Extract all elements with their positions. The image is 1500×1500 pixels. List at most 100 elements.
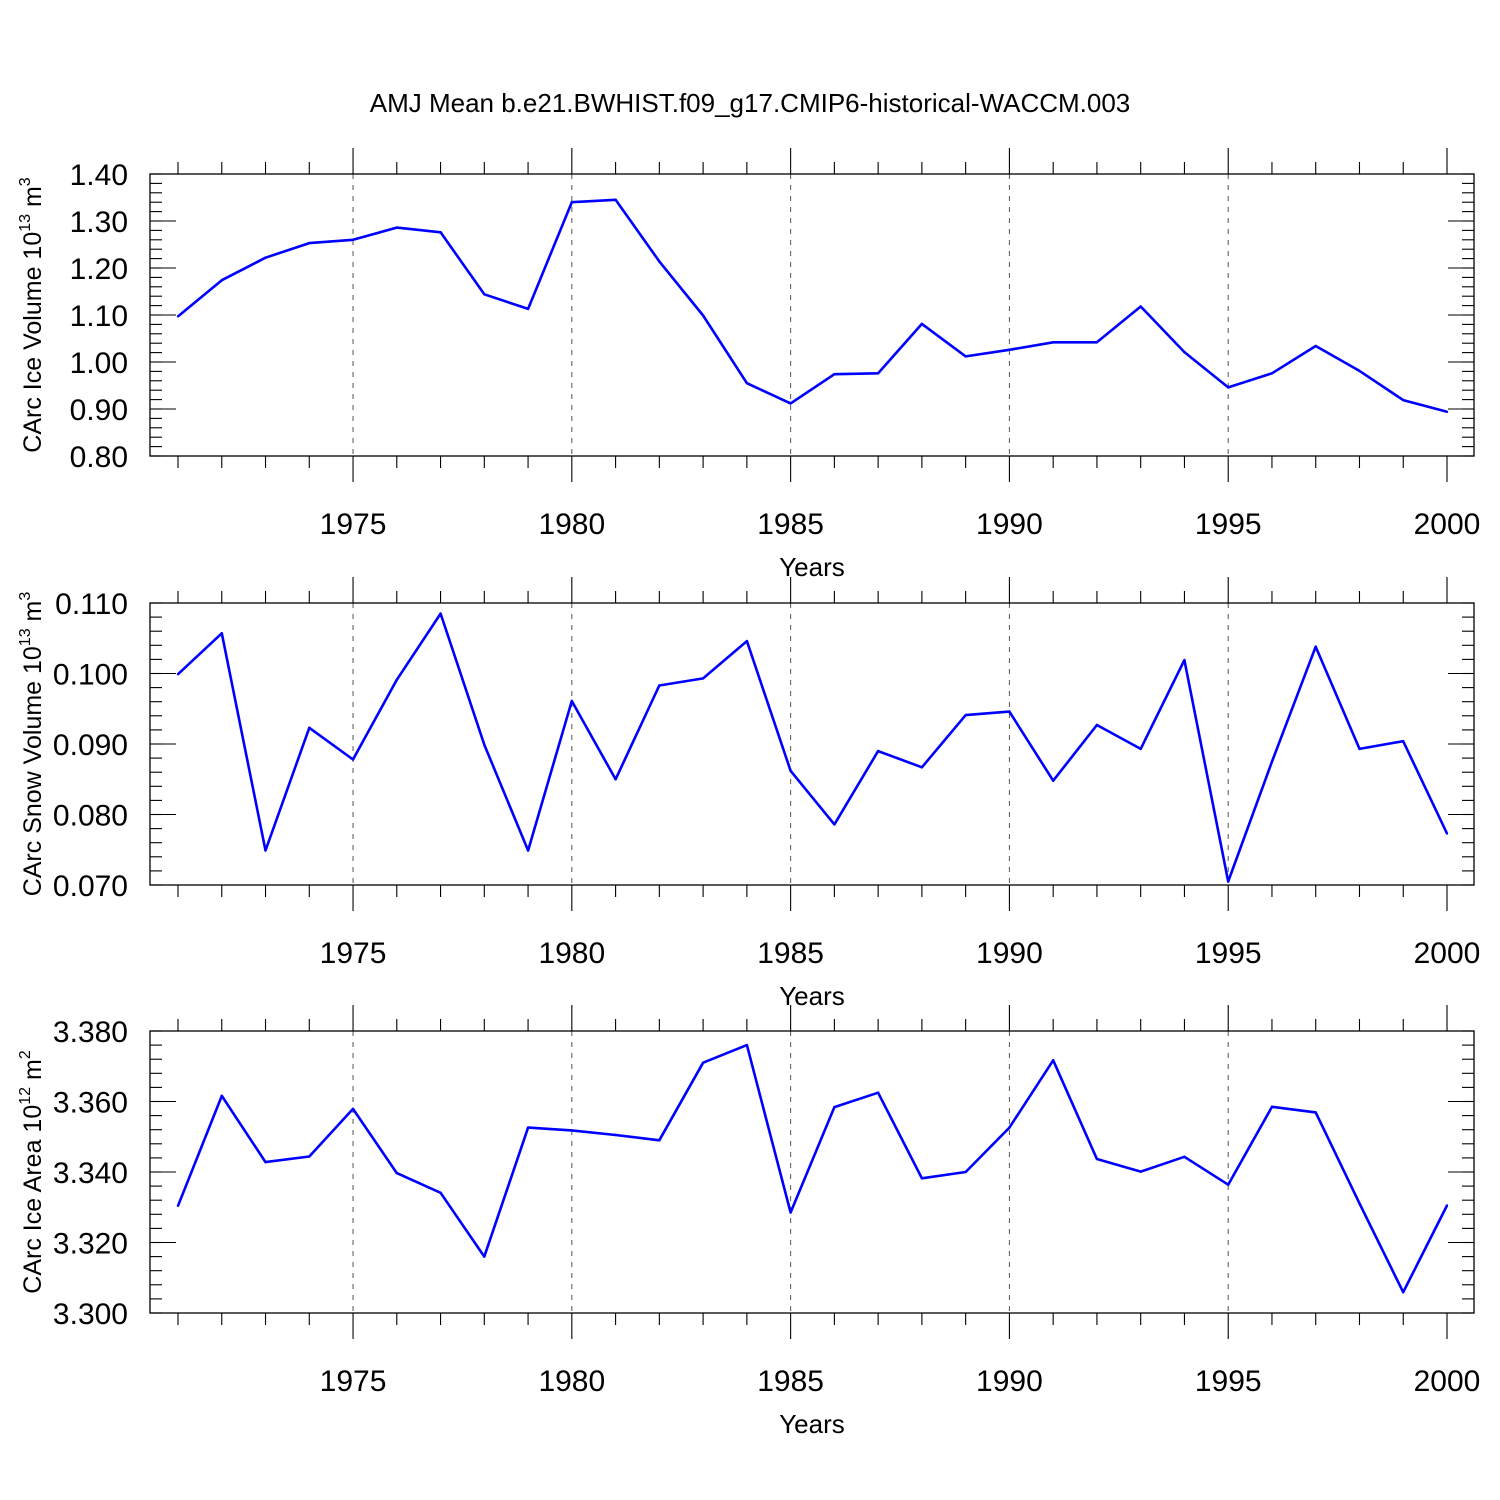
data-point-1987 (876, 1091, 880, 1094)
series-line (176, 1043, 1449, 1294)
x-axis-label: Years (779, 552, 845, 582)
y-tick-label: 1.20 (70, 253, 128, 286)
data-point-1973 (264, 1160, 267, 1164)
data-point-1975 (351, 1107, 355, 1111)
data-point-1982 (658, 1139, 661, 1142)
data-point-1981 (614, 198, 617, 202)
y-axis-label-unit-exp: 2 (17, 1050, 34, 1059)
y-tick-label: 0.090 (53, 729, 128, 762)
data-point-1983 (701, 677, 705, 680)
data-point-1984 (745, 381, 749, 385)
data-point-1988 (920, 322, 924, 326)
data-point-1997 (1314, 344, 1317, 348)
x-tick-label: 2000 (1414, 1365, 1481, 1398)
data-point-1976 (395, 226, 398, 229)
data-point-1976 (395, 678, 398, 682)
data-point-1982 (658, 260, 661, 263)
data-point-1992 (1095, 1157, 1099, 1161)
x-tick-label: 2000 (1414, 937, 1481, 970)
y-axis-label: CArc Ice Area 1012 m2 (17, 1050, 47, 1294)
data-point-1994 (1183, 658, 1186, 662)
data-point-1991 (1051, 1059, 1055, 1062)
data-point-1979 (526, 307, 530, 311)
data-point-1972 (220, 1094, 223, 1098)
data-point-1974 (308, 726, 311, 729)
data-point-2000 (1445, 832, 1449, 835)
data-point-1991 (1051, 341, 1055, 344)
data-point-1978 (483, 1255, 486, 1258)
data-point-1985 (789, 1211, 792, 1214)
x-tick-label: 1985 (757, 508, 824, 541)
y-tick-label: 3.340 (53, 1157, 128, 1190)
data-point-2000 (1445, 410, 1449, 414)
data-point-1971 (176, 1204, 180, 1208)
y-axis-label-prefix: CArc Snow Volume 10 (19, 646, 47, 896)
data-point-1987 (876, 372, 880, 375)
series-line (177, 612, 1449, 883)
data-point-1979 (526, 1126, 530, 1129)
data-point-1988 (920, 1177, 924, 1180)
data-point-1990 (1008, 348, 1011, 351)
x-tick-label: 1990 (976, 508, 1043, 541)
y-tick-label: 1.40 (70, 159, 128, 192)
y-tick-label: 1.00 (70, 347, 128, 380)
x-tick-label: 1980 (538, 1365, 605, 1398)
data-point-1999 (1402, 398, 1405, 402)
plot-frame (149, 602, 1475, 886)
data-point-1985 (789, 402, 792, 405)
chart-panel-2: 0.070 0.080 0.090 0.100 0.110 1975 1980 1985 199… (17, 577, 1480, 1011)
x-tick-label: 1985 (757, 1365, 824, 1398)
data-point-1984 (745, 1043, 749, 1047)
data-point-1989 (964, 713, 967, 717)
data-point-1975 (351, 758, 355, 761)
data-point-1981 (614, 1133, 617, 1137)
data-point-1995 (1227, 386, 1230, 389)
chart-panel-3: 3.300 3.320 3.340 3.360 3.380 1975 1980 1985 199… (17, 1005, 1480, 1439)
data-point-1972 (220, 279, 223, 282)
x-tick-label: 1990 (976, 1365, 1043, 1398)
x-tick-label: 1975 (320, 508, 387, 541)
y-tick-label: 1.10 (70, 300, 128, 333)
data-point-1993 (1139, 305, 1142, 308)
y-tick-label: 0.080 (53, 800, 128, 833)
y-tick-label: 3.320 (53, 1228, 128, 1261)
chart-panel-1: 0.80 0.90 1.00 1.10 1.20 1.30 1.40 1975 1980 1985… (17, 148, 1480, 582)
data-point-1996 (1270, 372, 1274, 375)
data-point-1992 (1095, 341, 1099, 344)
y-tick-label: 0.80 (70, 441, 128, 474)
data-point-1997 (1314, 1111, 1317, 1114)
y-axis-label-unit: m (19, 1059, 47, 1087)
y-axis-label-unit-exp: 3 (17, 177, 34, 186)
data-point-1986 (833, 1105, 836, 1109)
y-tick-label: 3.360 (53, 1087, 128, 1120)
data-point-1973 (264, 849, 267, 852)
series-line (177, 198, 1448, 414)
data-point-1982 (658, 684, 661, 687)
data-point-1998 (1358, 747, 1361, 751)
data-point-1980 (570, 1129, 574, 1132)
data-point-1995 (1227, 1183, 1230, 1186)
data-point-1993 (1139, 1170, 1142, 1173)
data-point-1974 (308, 241, 311, 245)
data-point-1980 (570, 201, 574, 204)
data-point-1998 (1358, 1202, 1361, 1205)
data-point-1977 (439, 1191, 442, 1194)
x-tick-label: 1995 (1195, 937, 1262, 970)
data-point-1998 (1358, 369, 1361, 373)
y-axis-label: CArc Snow Volume 1013 m3 (17, 592, 47, 897)
data-point-1979 (526, 849, 530, 852)
data-point-2000 (1445, 1204, 1449, 1207)
data-point-1972 (220, 632, 223, 635)
x-tick-label: 1975 (320, 1365, 387, 1398)
data-point-1980 (570, 699, 574, 703)
data-point-1971 (176, 673, 180, 676)
data-point-1989 (964, 355, 967, 358)
x-tick-label: 1975 (320, 937, 387, 970)
y-tick-label: 0.070 (53, 870, 128, 903)
x-tick-label: 1995 (1195, 508, 1262, 541)
data-point-1986 (833, 373, 836, 376)
y-axis-label-exp: 13 (17, 214, 34, 232)
data-point-1994 (1183, 350, 1186, 354)
data-point-1997 (1314, 645, 1317, 648)
